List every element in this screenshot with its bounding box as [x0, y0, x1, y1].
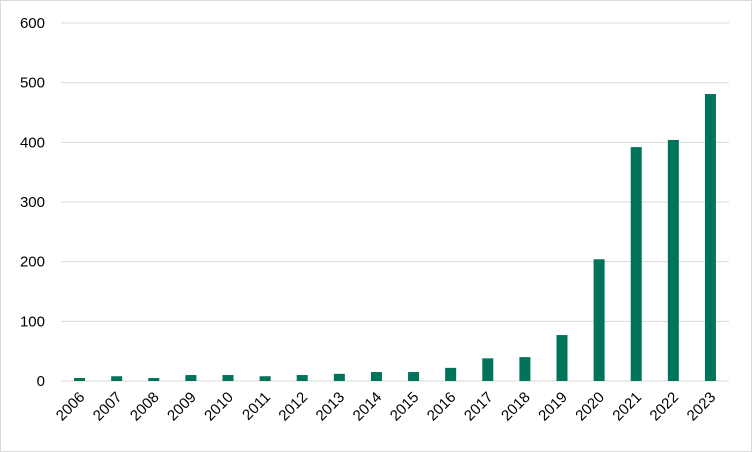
bar-2020: [593, 259, 605, 381]
gridlines: [61, 22, 729, 382]
x-tick-label: 2015: [387, 389, 423, 425]
x-tick-label: 2017: [461, 389, 497, 425]
x-tick-label: 2018: [498, 389, 534, 425]
x-tick-label: 2012: [275, 389, 311, 425]
y-tick-label: 300: [20, 194, 45, 211]
x-tick-label: 2009: [164, 389, 200, 425]
x-tick-label: 2008: [127, 389, 163, 425]
y-tick-label: 500: [20, 75, 45, 92]
bar-2023: [704, 94, 716, 382]
x-axis: 2006 2007 2008 2009 2010 2011 2012 2013 2014 2015…: [53, 389, 720, 425]
x-tick-label: 2023: [684, 389, 720, 425]
x-tick-label: 2016: [424, 389, 460, 425]
x-tick-label: 2011: [239, 389, 274, 424]
y-tick-label: 400: [20, 134, 45, 151]
bar-2022: [667, 139, 679, 381]
bar-2013: [333, 373, 345, 381]
bar-2008: [148, 378, 160, 381]
x-tick-label: 2007: [90, 389, 126, 425]
x-tick-label: 2022: [647, 389, 683, 425]
x-tick-label: 2020: [572, 389, 608, 425]
bar-2016: [445, 367, 457, 381]
bar-2019: [556, 335, 568, 381]
bars: [74, 94, 716, 382]
x-tick-label: 2013: [313, 389, 349, 425]
bar-2021: [630, 147, 642, 381]
y-tick-label: 0: [37, 373, 45, 390]
bar-2010: [222, 375, 234, 381]
bar-2018: [519, 357, 531, 381]
bar-2009: [185, 375, 197, 381]
bar-2007: [111, 376, 123, 381]
y-tick-label: 100: [20, 313, 45, 330]
x-tick-label: 2010: [201, 389, 237, 425]
bar-2006: [74, 378, 86, 381]
y-axis: 0 100 200 300 400 500 600: [20, 15, 45, 390]
x-tick-label: 2006: [53, 389, 89, 425]
bar-2015: [408, 372, 420, 381]
bar-2012: [296, 375, 308, 381]
bar-2017: [482, 358, 494, 381]
x-tick-label: 2014: [350, 389, 386, 425]
y-tick-label: 200: [20, 254, 45, 271]
bar-2014: [370, 372, 382, 381]
bar-2011: [259, 376, 271, 381]
y-tick-label: 600: [20, 15, 45, 32]
x-tick-label: 2019: [535, 389, 571, 425]
x-tick-label: 2021: [609, 389, 645, 425]
